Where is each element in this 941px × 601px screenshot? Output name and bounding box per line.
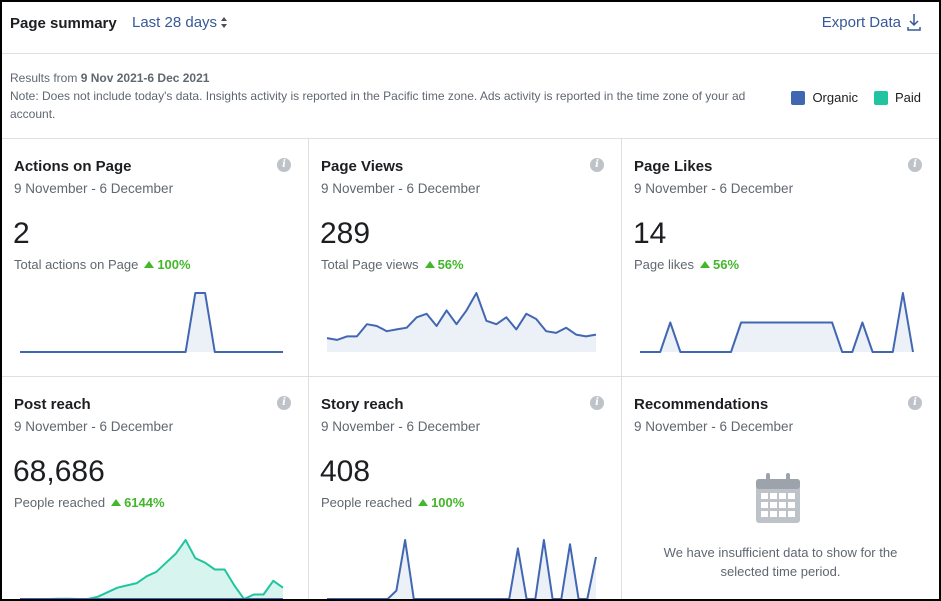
trend-indicator: 56% [699, 257, 740, 272]
info-icon[interactable]: i [908, 396, 922, 410]
empty-state-message: We have insufficient data to show for th… [622, 543, 939, 581]
legend-label-paid: Paid [894, 90, 921, 105]
sparkline-area-paid [20, 540, 283, 599]
info-icon[interactable]: i [277, 396, 291, 410]
card-dates: 9 November - 6 December [14, 419, 174, 434]
trend-indicator: 56% [424, 257, 464, 272]
legend-item-paid: Paid [873, 90, 921, 105]
card-value: 408 [320, 455, 371, 488]
card-subtitle: Total Page views 56% [321, 257, 464, 272]
export-data-label: Export Data [821, 13, 901, 31]
card-title: Page Likes [634, 158, 713, 175]
card-title: Post reach [14, 396, 91, 413]
sparkline-line-organic [20, 292, 283, 353]
trend-value: 56% [712, 257, 740, 272]
card-value: 14 [633, 217, 667, 250]
results-prefix: Results from [10, 71, 78, 85]
trend-up-icon [418, 499, 429, 506]
trend-value: 6144% [124, 495, 165, 510]
sparkline-chart [326, 292, 597, 352]
sparkline-chart [20, 292, 283, 353]
legend-label-organic: Organic [812, 90, 858, 105]
info-icon[interactable]: i [277, 158, 291, 172]
empty-state-line-2: selected time period. [720, 564, 841, 579]
card-subtitle-label: People reached [14, 495, 106, 510]
card-dates: 9 November - 6 December [14, 181, 174, 196]
sparkline-chart [327, 539, 597, 599]
trend-indicator: 100% [144, 257, 191, 272]
sparkline-chart [640, 292, 914, 353]
card-dates: 9 November - 6 December [634, 419, 794, 434]
card-actions-on-page[interactable]: Actions on Page i 9 November - 6 Decembe… [2, 139, 309, 377]
page-title: Page summary [10, 15, 117, 32]
card-recommendations[interactable]: Recommendations i 9 November - 6 Decembe… [622, 377, 939, 599]
sparkline-area-organic [327, 540, 596, 599]
trend-up-icon [111, 499, 122, 506]
export-data-button[interactable]: Export Data [822, 13, 921, 31]
results-range: 9 Nov 2021-6 Dec 2021 [80, 71, 210, 85]
card-dates: 9 November - 6 December [321, 181, 481, 196]
info-icon[interactable]: i [908, 158, 922, 172]
card-page-views[interactable]: Page Views i 9 November - 6 December 289… [309, 139, 622, 377]
card-page-likes[interactable]: Page Likes i 9 November - 6 December 14 … [622, 139, 939, 377]
card-subtitle: People reached 6144% [14, 495, 165, 510]
card-dates: 9 November - 6 December [321, 419, 481, 434]
trend-up-icon [144, 261, 155, 268]
card-story-reach[interactable]: Story reach i 9 November - 6 December 40… [309, 377, 622, 599]
trend-up-icon [699, 261, 710, 268]
card-subtitle: Total actions on Page 100% [14, 257, 191, 272]
header-bar: Page summary Last 28 days Export Data [2, 2, 939, 54]
sparkline-area-organic [20, 293, 283, 352]
download-icon [907, 14, 921, 31]
sparkline-line-organic [640, 292, 914, 353]
trend-value: 100% [157, 257, 191, 272]
trend-indicator: 6144% [111, 495, 165, 510]
sparkline-line-organic [326, 292, 597, 341]
legend-item-organic: Organic [791, 90, 858, 105]
card-post-reach[interactable]: Post reach i 9 November - 6 December 68,… [2, 377, 309, 599]
legend: Organic Paid [775, 90, 921, 105]
card-title: Recommendations [634, 396, 769, 413]
card-title: Actions on Page [14, 158, 132, 175]
date-range-label: Last 28 days [132, 14, 218, 31]
info-icon[interactable]: i [590, 158, 604, 172]
card-title: Page Views [321, 158, 404, 175]
sparkline-line-organic [327, 539, 597, 599]
card-subtitle: Page likes 56% [634, 257, 739, 272]
card-value: 68,686 [13, 455, 105, 488]
calendar-icon [756, 473, 800, 523]
card-dates: 9 November - 6 December [634, 181, 794, 196]
legend-swatch-paid [873, 90, 888, 105]
card-subtitle-label: Total Page views [321, 257, 419, 272]
trend-value: 56% [437, 257, 464, 272]
date-range-select[interactable]: Last 28 days [132, 14, 228, 31]
card-subtitle-label: Page likes [634, 257, 694, 272]
note-text: Note: Does not include today's data. Ins… [10, 89, 746, 121]
info-icon[interactable]: i [590, 396, 604, 410]
trend-indicator: 100% [418, 495, 464, 510]
sparkline-area-organic [327, 293, 596, 352]
sort-arrows-icon [221, 17, 228, 28]
legend-swatch-organic [791, 90, 806, 105]
card-subtitle-label: People reached [321, 495, 413, 510]
trend-up-icon [424, 261, 435, 268]
card-title: Story reach [321, 396, 404, 413]
card-value: 2 [13, 217, 30, 250]
sparkline-chart [20, 539, 284, 599]
card-subtitle-label: Total actions on Page [14, 257, 139, 272]
trend-value: 100% [431, 495, 465, 510]
card-subtitle: People reached 100% [321, 495, 464, 510]
empty-state-line-1: We have insufficient data to show for th… [663, 545, 898, 560]
results-range-line: Results from 9 Nov 2021-6 Dec 2021 [10, 69, 750, 87]
card-value: 289 [320, 217, 371, 250]
metrics-grid: Actions on Page i 9 November - 6 Decembe… [2, 138, 939, 599]
results-note: Results from 9 Nov 2021-6 Dec 2021 Note:… [10, 69, 750, 123]
